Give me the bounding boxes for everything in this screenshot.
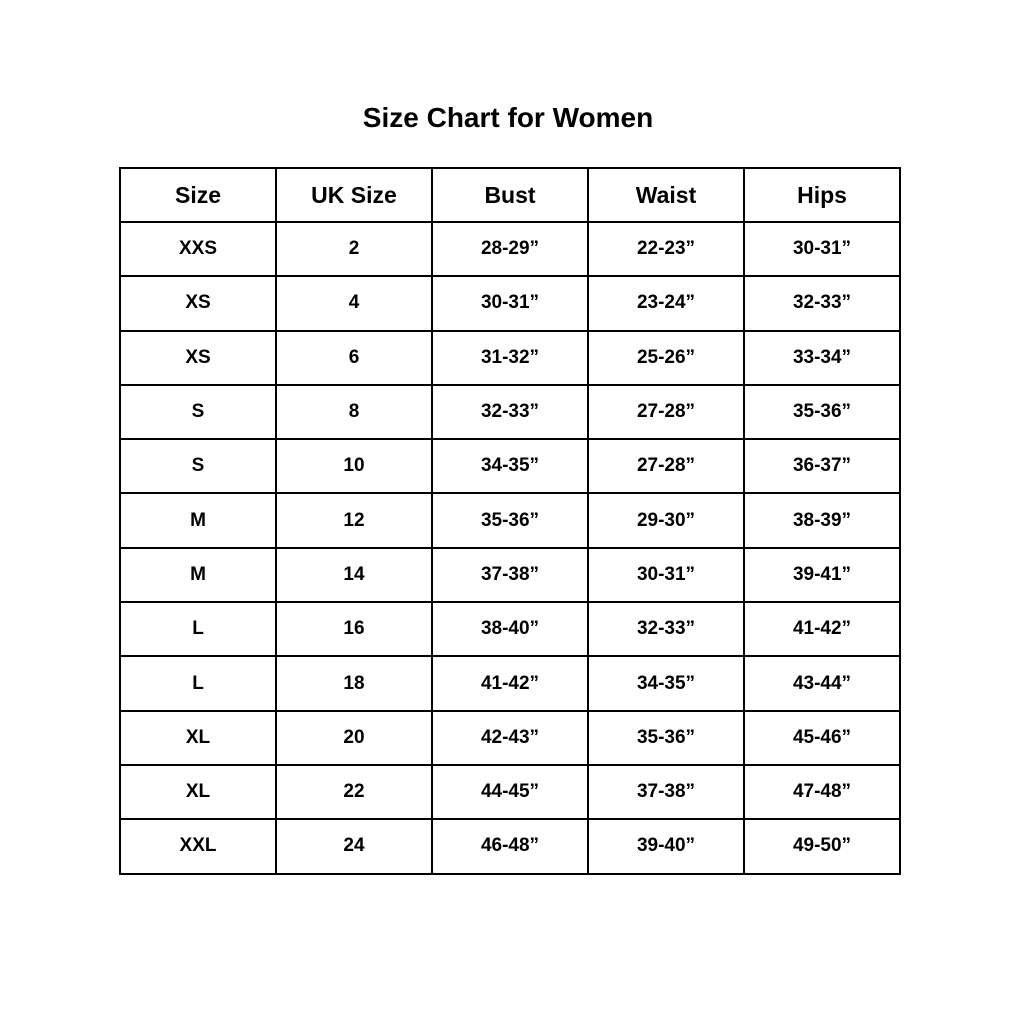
table-body: XXS 2 28-29” 22-23” 30-31” XS 4 30-31” 23-24” 32-… <box>119 220 901 875</box>
cell-hips: 36-37” <box>743 438 901 495</box>
header-waist: Waist <box>587 167 745 223</box>
cell-bust: 34-35” <box>431 438 589 495</box>
cell-uk-size: 18 <box>275 655 433 712</box>
cell-hips: 41-42” <box>743 601 901 658</box>
cell-uk-size: 10 <box>275 438 433 495</box>
table-row: XS 6 31-32” 25-26” 33-34” <box>119 329 901 386</box>
cell-waist: 29-30” <box>587 492 745 549</box>
cell-hips: 30-31” <box>743 220 901 278</box>
table-row: S 10 34-35” 27-28” 36-37” <box>119 438 901 495</box>
header-uk-size: UK Size <box>275 167 433 223</box>
table-row: XXL 24 46-48” 39-40” 49-50” <box>119 818 901 875</box>
cell-size: XXS <box>119 220 277 278</box>
cell-size: L <box>119 655 277 712</box>
cell-hips: 47-48” <box>743 763 901 821</box>
cell-waist: 27-28” <box>587 438 745 495</box>
cell-uk-size: 8 <box>275 383 433 441</box>
cell-waist: 27-28” <box>587 383 745 441</box>
table-header-row: Size UK Size Bust Waist Hips <box>119 167 901 223</box>
cell-size: M <box>119 546 277 604</box>
cell-uk-size: 4 <box>275 275 433 332</box>
cell-hips: 43-44” <box>743 655 901 712</box>
cell-bust: 46-48” <box>431 818 589 875</box>
cell-size: XL <box>119 763 277 821</box>
table-row: S 8 32-33” 27-28” 35-36” <box>119 383 901 441</box>
cell-uk-size: 20 <box>275 709 433 766</box>
cell-waist: 30-31” <box>587 546 745 604</box>
cell-uk-size: 16 <box>275 601 433 658</box>
cell-waist: 34-35” <box>587 655 745 712</box>
header-hips: Hips <box>743 167 901 223</box>
header-size: Size <box>119 167 277 223</box>
cell-uk-size: 12 <box>275 492 433 549</box>
cell-size: XS <box>119 275 277 332</box>
size-chart-table: Size UK Size Bust Waist Hips XXS 2 28-29” 2… <box>119 167 901 875</box>
cell-bust: 41-42” <box>431 655 589 712</box>
cell-bust: 44-45” <box>431 763 589 821</box>
cell-size: L <box>119 601 277 658</box>
table-row: XL 20 42-43” 35-36” 45-46” <box>119 709 901 766</box>
cell-hips: 45-46” <box>743 709 901 766</box>
cell-waist: 32-33” <box>587 601 745 658</box>
table-row: M 14 37-38” 30-31” 39-41” <box>119 546 901 604</box>
cell-waist: 35-36” <box>587 709 745 766</box>
cell-hips: 38-39” <box>743 492 901 549</box>
cell-size: S <box>119 383 277 441</box>
table-row: XXS 2 28-29” 22-23” 30-31” <box>119 220 901 278</box>
cell-waist: 37-38” <box>587 763 745 821</box>
cell-bust: 31-32” <box>431 329 589 386</box>
cell-bust: 32-33” <box>431 383 589 441</box>
cell-size: S <box>119 438 277 495</box>
cell-uk-size: 6 <box>275 329 433 386</box>
cell-size: XL <box>119 709 277 766</box>
cell-hips: 39-41” <box>743 546 901 604</box>
table-row: L 16 38-40” 32-33” 41-42” <box>119 601 901 658</box>
cell-waist: 39-40” <box>587 818 745 875</box>
cell-hips: 49-50” <box>743 818 901 875</box>
page-title: Size Chart for Women <box>362 102 654 133</box>
cell-bust: 30-31” <box>431 275 589 332</box>
cell-uk-size: 2 <box>275 220 433 278</box>
cell-waist: 22-23” <box>587 220 745 278</box>
cell-size: XS <box>119 329 277 386</box>
cell-bust: 42-43” <box>431 709 589 766</box>
cell-uk-size: 22 <box>275 763 433 821</box>
cell-hips: 35-36” <box>743 383 901 441</box>
cell-uk-size: 24 <box>275 818 433 875</box>
cell-waist: 25-26” <box>587 329 745 386</box>
cell-hips: 33-34” <box>743 329 901 386</box>
table-row: L 18 41-42” 34-35” 43-44” <box>119 655 901 712</box>
table-row: M 12 35-36” 29-30” 38-39” <box>119 492 901 549</box>
cell-bust: 28-29” <box>431 220 589 278</box>
table-row: XL 22 44-45” 37-38” 47-48” <box>119 763 901 821</box>
cell-size: M <box>119 492 277 549</box>
table-row: XS 4 30-31” 23-24” 32-33” <box>119 275 901 332</box>
header-bust: Bust <box>431 167 589 223</box>
cell-hips: 32-33” <box>743 275 901 332</box>
cell-bust: 38-40” <box>431 601 589 658</box>
cell-uk-size: 14 <box>275 546 433 604</box>
cell-bust: 37-38” <box>431 546 589 604</box>
cell-bust: 35-36” <box>431 492 589 549</box>
cell-waist: 23-24” <box>587 275 745 332</box>
cell-size: XXL <box>119 818 277 875</box>
